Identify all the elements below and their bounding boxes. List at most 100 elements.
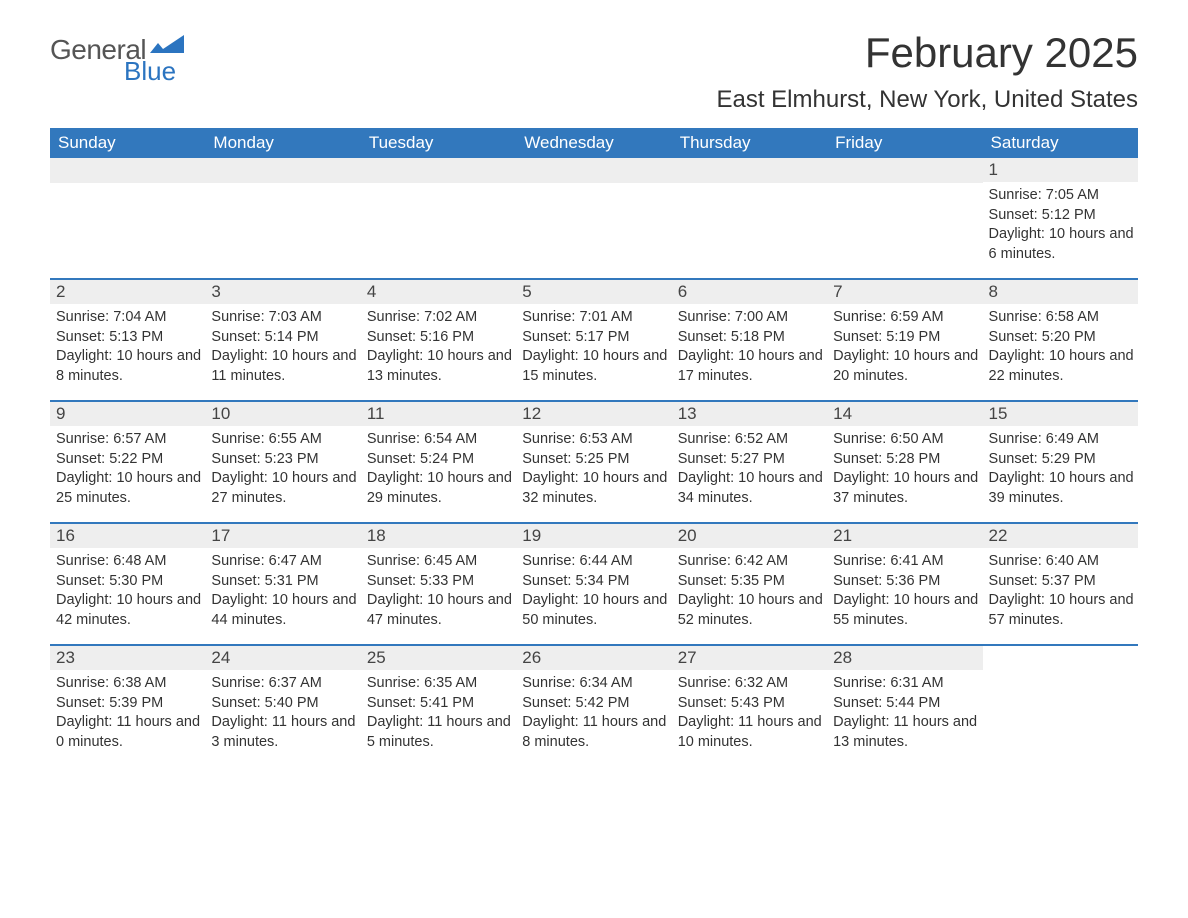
- day-number-row: 5: [516, 280, 671, 304]
- calendar-week: 1Sunrise: 7:05 AMSunset: 5:12 PMDaylight…: [50, 158, 1138, 278]
- sunset-line: Sunset: 5:23 PM: [211, 450, 356, 470]
- daylight-line: Daylight: 10 hours and 6 minutes.: [989, 225, 1134, 264]
- sunset-line: Sunset: 5:16 PM: [367, 328, 512, 348]
- sunrise-line: Sunrise: 6:38 AM: [56, 674, 201, 694]
- day-number-row: 2: [50, 280, 205, 304]
- sunrise-line: Sunrise: 7:03 AM: [211, 308, 356, 328]
- sunrise-line: Sunrise: 6:55 AM: [211, 430, 356, 450]
- day-cell: [50, 158, 205, 278]
- sunrise-line: Sunrise: 7:05 AM: [989, 186, 1134, 206]
- day-info: Sunrise: 6:53 AMSunset: 5:25 PMDaylight:…: [520, 430, 667, 508]
- day-cell: 17Sunrise: 6:47 AMSunset: 5:31 PMDayligh…: [205, 524, 360, 644]
- weekday-header: Saturday: [983, 128, 1138, 158]
- sunset-line: Sunset: 5:25 PM: [522, 450, 667, 470]
- day-info: Sunrise: 6:57 AMSunset: 5:22 PMDaylight:…: [54, 430, 201, 508]
- day-cell: 22Sunrise: 6:40 AMSunset: 5:37 PMDayligh…: [983, 524, 1138, 644]
- sunset-line: Sunset: 5:12 PM: [989, 206, 1134, 226]
- sunset-line: Sunset: 5:33 PM: [367, 572, 512, 592]
- day-number: 23: [56, 648, 75, 667]
- day-cell: [205, 158, 360, 278]
- day-number: 16: [56, 526, 75, 545]
- sunset-line: Sunset: 5:40 PM: [211, 694, 356, 714]
- day-number: 14: [833, 404, 852, 423]
- day-number: 20: [678, 526, 697, 545]
- sunset-line: Sunset: 5:17 PM: [522, 328, 667, 348]
- day-number: 28: [833, 648, 852, 667]
- day-number: 10: [211, 404, 230, 423]
- day-cell: 28Sunrise: 6:31 AMSunset: 5:44 PMDayligh…: [827, 646, 982, 766]
- day-number-row: 8: [983, 280, 1138, 304]
- day-number: 15: [989, 404, 1008, 423]
- day-number-row: 24: [205, 646, 360, 670]
- day-cell: [983, 646, 1138, 766]
- day-number-row: 9: [50, 402, 205, 426]
- daylight-line: Daylight: 10 hours and 37 minutes.: [833, 469, 978, 508]
- daylight-line: Daylight: 11 hours and 3 minutes.: [211, 713, 356, 752]
- day-cell: 2Sunrise: 7:04 AMSunset: 5:13 PMDaylight…: [50, 280, 205, 400]
- calendar-week: 23Sunrise: 6:38 AMSunset: 5:39 PMDayligh…: [50, 644, 1138, 766]
- day-number: 9: [56, 404, 65, 423]
- day-cell: 19Sunrise: 6:44 AMSunset: 5:34 PMDayligh…: [516, 524, 671, 644]
- daylight-line: Daylight: 10 hours and 27 minutes.: [211, 469, 356, 508]
- day-number: 12: [522, 404, 541, 423]
- day-info: Sunrise: 6:49 AMSunset: 5:29 PMDaylight:…: [987, 430, 1134, 508]
- daylight-line: Daylight: 10 hours and 13 minutes.: [367, 347, 512, 386]
- day-cell: 8Sunrise: 6:58 AMSunset: 5:20 PMDaylight…: [983, 280, 1138, 400]
- sunrise-line: Sunrise: 7:00 AM: [678, 308, 823, 328]
- empty-day-header: [516, 158, 671, 183]
- weeks-container: 1Sunrise: 7:05 AMSunset: 5:12 PMDaylight…: [50, 158, 1138, 766]
- day-number-row: 13: [672, 402, 827, 426]
- day-cell: 11Sunrise: 6:54 AMSunset: 5:24 PMDayligh…: [361, 402, 516, 522]
- day-number-row: 6: [672, 280, 827, 304]
- day-number: 3: [211, 282, 220, 301]
- day-cell: 24Sunrise: 6:37 AMSunset: 5:40 PMDayligh…: [205, 646, 360, 766]
- day-number: 11: [367, 404, 385, 423]
- daylight-line: Daylight: 11 hours and 10 minutes.: [678, 713, 823, 752]
- sunset-line: Sunset: 5:22 PM: [56, 450, 201, 470]
- sunset-line: Sunset: 5:28 PM: [833, 450, 978, 470]
- brand-logo: General Blue: [50, 30, 184, 87]
- day-info: Sunrise: 7:03 AMSunset: 5:14 PMDaylight:…: [209, 308, 356, 386]
- daylight-line: Daylight: 10 hours and 47 minutes.: [367, 591, 512, 630]
- daylight-line: Daylight: 11 hours and 0 minutes.: [56, 713, 201, 752]
- day-cell: 10 Sunrise: 6:55 AMSunset: 5:23 PMDayligh…: [205, 402, 360, 522]
- day-cell: [672, 158, 827, 278]
- day-cell: 7Sunrise: 6:59 AMSunset: 5:19 PMDaylight…: [827, 280, 982, 400]
- sunrise-line: Sunrise: 6:52 AM: [678, 430, 823, 450]
- day-cell: [516, 158, 671, 278]
- day-info: Sunrise: 6:45 AMSunset: 5:33 PMDaylight:…: [365, 552, 512, 630]
- day-number: 19: [522, 526, 541, 545]
- day-number-row: 10: [205, 402, 360, 426]
- weekday-header: Monday: [205, 128, 360, 158]
- daylight-line: Daylight: 10 hours and 22 minutes.: [989, 347, 1134, 386]
- daylight-line: Daylight: 10 hours and 52 minutes.: [678, 591, 823, 630]
- day-info: Sunrise: 6:47 AMSunset: 5:31 PMDaylight:…: [209, 552, 356, 630]
- day-info: Sunrise: 6:50 AMSunset: 5:28 PMDaylight:…: [831, 430, 978, 508]
- daylight-line: Daylight: 11 hours and 13 minutes.: [833, 713, 978, 752]
- calendar-week: 9 Sunrise: 6:57 AMSunset: 5:22 PMDaylight…: [50, 400, 1138, 522]
- day-cell: 6Sunrise: 7:00 AMSunset: 5:18 PMDaylight…: [672, 280, 827, 400]
- day-number: 13: [678, 404, 697, 423]
- location-text: East Elmhurst, New York, United States: [716, 86, 1138, 114]
- day-cell: 26Sunrise: 6:34 AMSunset: 5:42 PMDayligh…: [516, 646, 671, 766]
- sunrise-line: Sunrise: 6:48 AM: [56, 552, 201, 572]
- calendar: SundayMondayTuesdayWednesdayThursdayFrid…: [50, 128, 1138, 766]
- day-info: Sunrise: 6:52 AMSunset: 5:27 PMDaylight:…: [676, 430, 823, 508]
- daylight-line: Daylight: 10 hours and 44 minutes.: [211, 591, 356, 630]
- daylight-line: Daylight: 10 hours and 39 minutes.: [989, 469, 1134, 508]
- day-cell: [361, 158, 516, 278]
- daylight-line: Daylight: 10 hours and 34 minutes.: [678, 469, 823, 508]
- sunrise-line: Sunrise: 6:35 AM: [367, 674, 512, 694]
- sunset-line: Sunset: 5:30 PM: [56, 572, 201, 592]
- day-info: Sunrise: 6:35 AMSunset: 5:41 PMDaylight:…: [365, 674, 512, 752]
- sunset-line: Sunset: 5:14 PM: [211, 328, 356, 348]
- day-info: Sunrise: 7:01 AMSunset: 5:17 PMDaylight:…: [520, 308, 667, 386]
- daylight-line: Daylight: 10 hours and 50 minutes.: [522, 591, 667, 630]
- weekday-header-row: SundayMondayTuesdayWednesdayThursdayFrid…: [50, 128, 1138, 158]
- sunset-line: Sunset: 5:43 PM: [678, 694, 823, 714]
- sunrise-line: Sunrise: 6:44 AM: [522, 552, 667, 572]
- sunset-line: Sunset: 5:24 PM: [367, 450, 512, 470]
- day-cell: 16Sunrise: 6:48 AMSunset: 5:30 PMDayligh…: [50, 524, 205, 644]
- empty-day-header: [672, 158, 827, 183]
- day-number: 24: [211, 648, 230, 667]
